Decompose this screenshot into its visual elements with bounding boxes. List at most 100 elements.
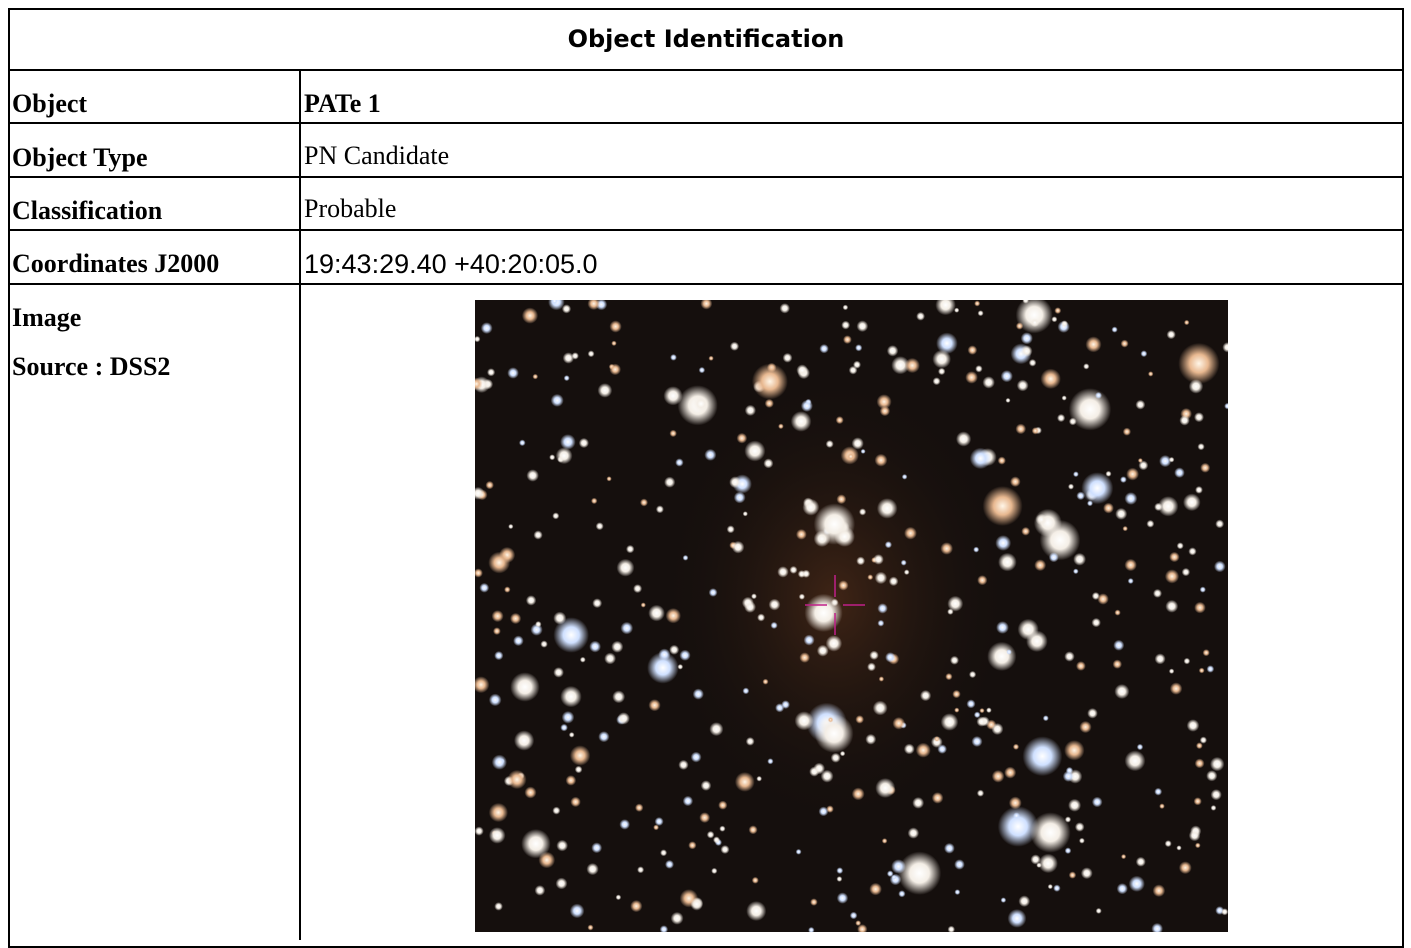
star [1128,875,1145,892]
star [648,699,661,712]
star [1105,470,1112,477]
star [1169,682,1183,695]
star [561,304,572,314]
star [1206,665,1215,673]
star [982,376,995,389]
star [830,752,841,763]
star [475,377,483,391]
star [875,778,896,798]
star [976,716,987,727]
star [479,582,490,593]
star [952,689,961,699]
star [860,448,866,454]
star [1061,395,1067,401]
star [507,769,527,790]
star [1076,661,1086,671]
star [488,802,508,823]
star [555,877,568,890]
row-divider [8,229,1404,231]
star [1085,336,1102,353]
star [986,707,992,713]
row-label: Classification [12,196,163,225]
star [851,437,864,450]
star [903,743,915,755]
star [698,366,706,374]
star [881,838,888,844]
star [975,365,983,373]
star [586,863,599,876]
star [525,595,537,606]
star [1154,502,1163,512]
star [974,300,981,307]
star [973,546,980,553]
star [549,454,556,461]
star [998,552,1017,572]
star [1040,368,1061,389]
star [947,595,964,612]
star [836,867,844,874]
star [1097,593,1109,605]
star [885,652,896,663]
star [1124,558,1137,572]
star [700,300,713,310]
image-label: Image [12,303,82,332]
star [897,851,942,895]
star [1164,840,1172,848]
star [1103,502,1114,514]
star [733,491,746,504]
star [1154,787,1163,796]
star [1165,599,1179,613]
star [967,345,978,355]
star [690,751,702,763]
star [587,350,595,358]
star [670,354,677,361]
star [475,826,484,836]
star [1030,854,1041,865]
star [611,640,624,653]
star [1210,789,1222,801]
star [653,824,659,831]
star [920,690,932,702]
star [1111,326,1118,333]
star [1138,460,1149,471]
row-value: Probable [304,194,397,223]
star [825,635,843,652]
star [836,892,849,904]
star [1194,412,1204,423]
star [825,440,834,448]
star [690,897,704,911]
star [550,393,564,407]
star [767,758,774,765]
star [510,612,522,625]
star [779,303,790,314]
star [1183,493,1201,512]
star [699,812,711,823]
star [1013,812,1020,820]
star [491,754,507,770]
star [609,320,622,333]
star [1179,415,1190,426]
star [976,789,985,797]
star [1166,330,1176,340]
star [971,736,983,747]
row-label: Coordinates J2000 [12,249,220,278]
star [670,911,684,925]
star [954,889,961,895]
star [751,593,757,600]
star [1079,837,1085,844]
star [940,713,959,731]
star [488,551,511,574]
star [756,775,762,782]
star [814,714,854,753]
star [1178,342,1220,385]
star [556,839,568,852]
row-divider [8,283,1404,285]
star [560,685,582,708]
star [838,580,849,591]
star [1199,736,1207,744]
star [768,598,781,611]
star [597,383,613,398]
star [665,859,674,869]
star [876,498,898,519]
star [940,542,953,555]
